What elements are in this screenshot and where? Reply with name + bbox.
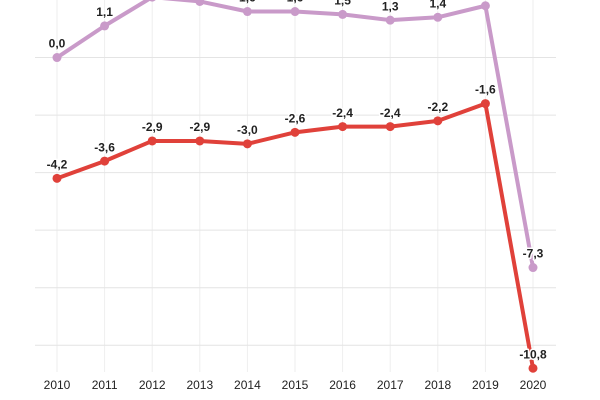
x-tick-label: 2013 [186, 378, 213, 392]
data-point [147, 136, 157, 146]
value-label: -2,9 [142, 120, 163, 134]
value-label: -3,6 [94, 140, 115, 154]
x-tick-label: 2011 [92, 378, 118, 392]
data-point [433, 12, 443, 22]
value-label: -2,2 [427, 100, 448, 114]
x-tick-label: 2015 [282, 378, 309, 392]
value-label: -2,4 [380, 106, 401, 120]
data-point [480, 1, 490, 11]
data-point [338, 9, 348, 19]
value-label: 1,4 [429, 0, 446, 10]
data-point [528, 363, 538, 373]
value-label: -4,2 [47, 158, 68, 172]
value-label: -2,9 [189, 120, 210, 134]
x-tick-label: 2019 [472, 378, 499, 392]
x-tick-label: 2012 [139, 378, 166, 392]
data-point [242, 7, 252, 17]
value-label: 1,5 [334, 0, 351, 8]
data-point [242, 139, 252, 149]
x-tick-label: 2018 [424, 378, 451, 392]
data-point [528, 263, 538, 273]
data-point [100, 21, 110, 31]
data-point [195, 136, 205, 146]
data-point [195, 0, 205, 6]
x-tick-label: 2010 [44, 378, 71, 392]
x-tick-label: 2014 [234, 378, 261, 392]
value-label: -3,0 [237, 123, 258, 137]
data-point [52, 173, 62, 183]
data-point [290, 7, 300, 17]
value-label: -10,8 [519, 347, 547, 361]
value-label: 1,3 [382, 0, 399, 13]
value-label: 1,6 [239, 0, 256, 5]
data-point [100, 156, 110, 166]
value-label: -2,6 [285, 112, 306, 126]
data-point [480, 99, 490, 109]
x-tick-label: 2016 [329, 378, 356, 392]
value-label: 1,1 [96, 5, 113, 19]
data-point [338, 122, 348, 132]
value-label: 1,6 [287, 0, 304, 5]
data-point [385, 15, 395, 25]
value-label: 0,0 [49, 37, 66, 51]
data-point [52, 53, 62, 63]
x-tick-label: 2017 [377, 378, 404, 392]
value-label: -2,4 [332, 106, 353, 120]
data-point [433, 116, 443, 126]
x-tick-label: 2020 [520, 378, 547, 392]
value-label: -7,3 [523, 247, 544, 261]
data-point [148, 0, 156, 2]
value-label: -1,6 [475, 83, 496, 97]
data-point [385, 122, 395, 132]
data-point [290, 127, 300, 137]
